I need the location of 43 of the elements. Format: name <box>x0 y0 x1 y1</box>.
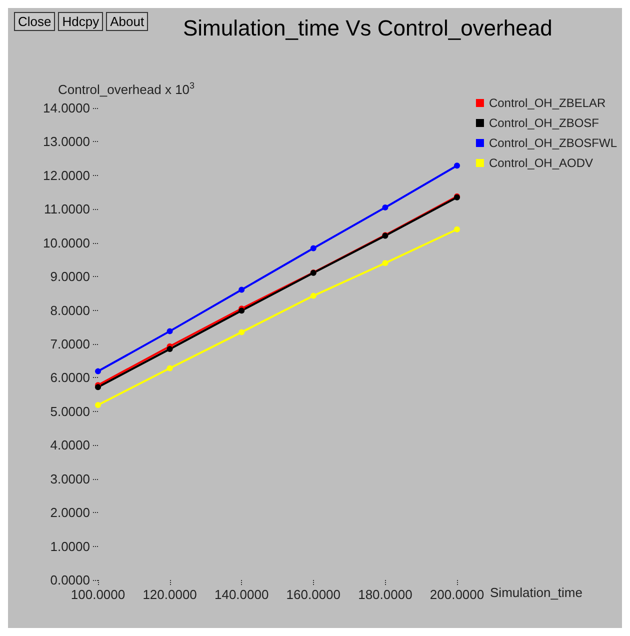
point <box>382 204 388 210</box>
point <box>310 292 316 299</box>
y-tick-label: 14.0000 <box>43 100 90 116</box>
y-tick-label: 0.0000 <box>50 572 90 588</box>
y-tick-label: 4.0000 <box>50 438 90 453</box>
y-tick-label: 2.0000 <box>50 505 90 520</box>
point <box>166 346 173 352</box>
y-tick-label: 11.0000 <box>44 202 90 217</box>
x-tick-label: 180.0000 <box>358 587 412 602</box>
x-tick-label: 120.0000 <box>142 587 197 602</box>
y-tick-label: 12.0000 <box>43 168 90 183</box>
y-tick-label: 10.0000 <box>43 235 90 250</box>
y-tick-label: 8.0000 <box>50 302 90 318</box>
y-tick-label: 7.0000 <box>50 336 90 352</box>
button: Hdcpy <box>58 12 104 31</box>
x-tick-label: 100.0000 <box>70 587 126 602</box>
y-tick-label: 9.0000 <box>50 269 90 284</box>
y-tick-label: 5.0000 <box>50 404 90 419</box>
legend-label: Control_OH_ZBOSF <box>488 116 600 130</box>
x-axis-title: Simulation_time <box>490 585 583 600</box>
y-tick-label: 3.0000 <box>50 471 90 486</box>
chart-title: Simulation_time Vs Control_overhead <box>183 16 552 40</box>
point <box>238 329 245 336</box>
legend-label: Control_OH_AODV <box>488 156 594 170</box>
point <box>238 286 245 293</box>
point <box>382 260 388 266</box>
point <box>166 328 173 334</box>
point <box>454 226 460 232</box>
y-tick-label: 13.0000 <box>43 134 90 150</box>
legend-label: Control_OH_ZBOSFWL <box>488 136 618 150</box>
x-tick-label: 160.0000 <box>286 587 341 602</box>
legend-label: Control_OH_ZBELAR <box>488 96 606 110</box>
point <box>166 365 173 372</box>
button: About <box>106 12 148 31</box>
button: Close <box>14 12 56 31</box>
point <box>95 368 101 374</box>
point <box>95 402 101 408</box>
point <box>454 162 460 169</box>
x-tick-label: 200.0000 <box>430 587 484 602</box>
x-tick-label: 140.0000 <box>214 587 269 602</box>
y-tick-label: 1.0000 <box>50 538 90 554</box>
y-tick-label: 6.0000 <box>50 370 90 386</box>
point <box>310 245 316 252</box>
